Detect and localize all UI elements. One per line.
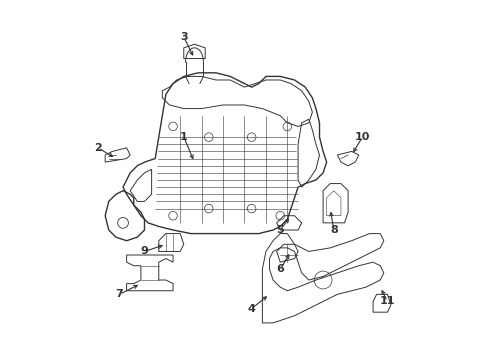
Text: 4: 4 bbox=[247, 303, 255, 314]
Text: 3: 3 bbox=[180, 32, 187, 42]
Text: 6: 6 bbox=[276, 264, 284, 274]
Text: 10: 10 bbox=[354, 132, 369, 142]
Text: 11: 11 bbox=[379, 296, 394, 306]
Text: 1: 1 bbox=[180, 132, 187, 142]
Text: 7: 7 bbox=[115, 289, 123, 299]
Text: 5: 5 bbox=[276, 225, 284, 235]
Text: 9: 9 bbox=[140, 247, 148, 256]
Text: 2: 2 bbox=[94, 143, 102, 153]
Text: 8: 8 bbox=[329, 225, 337, 235]
